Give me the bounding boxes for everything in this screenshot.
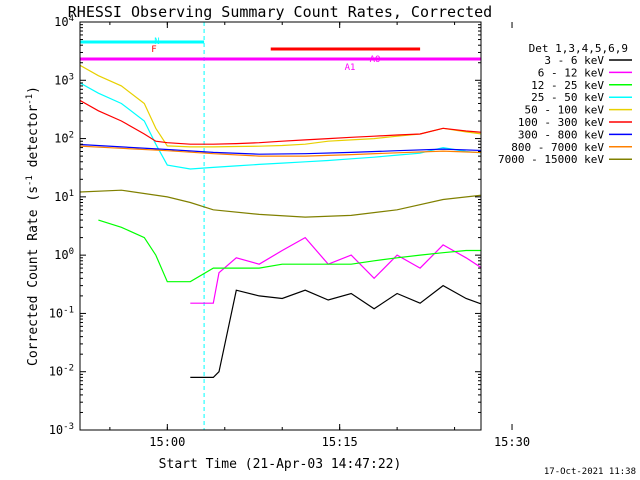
y-tick-label-4: 101: [54, 189, 74, 204]
series-line-7: [80, 145, 481, 157]
y-tick-label-2: 10-1: [49, 305, 74, 320]
x-axis-label: Start Time (21-Apr-03 14:47:22): [159, 457, 402, 472]
series-line-5: [80, 99, 481, 145]
plot-area: NF AO A1: [80, 22, 481, 430]
axes: 10-3 10-2 10-1 100 101 102 103 104 15:00 15:15 15:…: [49, 14, 530, 449]
legend-label-5: 100 - 300 keV: [518, 116, 604, 129]
legend-label-3: 25 - 50 keV: [531, 91, 604, 104]
flag-label-F: F: [151, 45, 156, 55]
legend-label-2: 12 - 25 keV: [531, 79, 604, 92]
y-tick-label-3: 100: [54, 247, 74, 262]
legend-label-8: 7000 - 15000 keV: [498, 153, 604, 166]
y-axis-label: Corrected Count Rate (s-1 detector-1): [25, 86, 41, 366]
legend-label-4: 50 - 100 keV: [525, 104, 605, 117]
series-line-3: [80, 82, 481, 170]
series-line-4: [80, 64, 481, 148]
chart-title: RHESSI Observing Summary Count Rates, Co…: [68, 3, 492, 21]
plot-frame: [79, 21, 482, 431]
series-line-8: [80, 189, 481, 218]
y-tick-label-7: 104: [54, 14, 74, 29]
flag-label-N: N: [154, 37, 159, 47]
timestamp: 17-Oct-2021 11:38: [544, 467, 636, 477]
x-tick-label-0: 15:00: [149, 435, 185, 449]
legend-label-7: 800 - 7000 keV: [511, 141, 604, 154]
series-line-1: [190, 236, 481, 304]
y-tick-label-6: 103: [54, 72, 74, 87]
x-tick-label-2: 15:30: [494, 435, 530, 449]
series-line-2: [98, 219, 481, 283]
flag-label-A1: A1: [345, 63, 356, 73]
y-tick-label-0: 10-3: [49, 422, 74, 437]
flag-label-AO: AO: [370, 55, 381, 65]
plot-clipped: [80, 22, 481, 430]
series-line-6: [80, 143, 481, 155]
y-tick-label-1: 10-2: [49, 364, 74, 379]
legend-header: Det 1,3,4,5,6,9: [529, 42, 628, 55]
legend-label-6: 300 - 800 keV: [518, 128, 604, 141]
legend-label-1: 6 - 12 keV: [538, 66, 605, 79]
legend-label-0: 3 - 6 keV: [544, 54, 604, 67]
x-tick-label-1: 15:15: [322, 435, 358, 449]
y-tick-label-5: 102: [54, 131, 74, 146]
series-line-0: [190, 284, 481, 378]
